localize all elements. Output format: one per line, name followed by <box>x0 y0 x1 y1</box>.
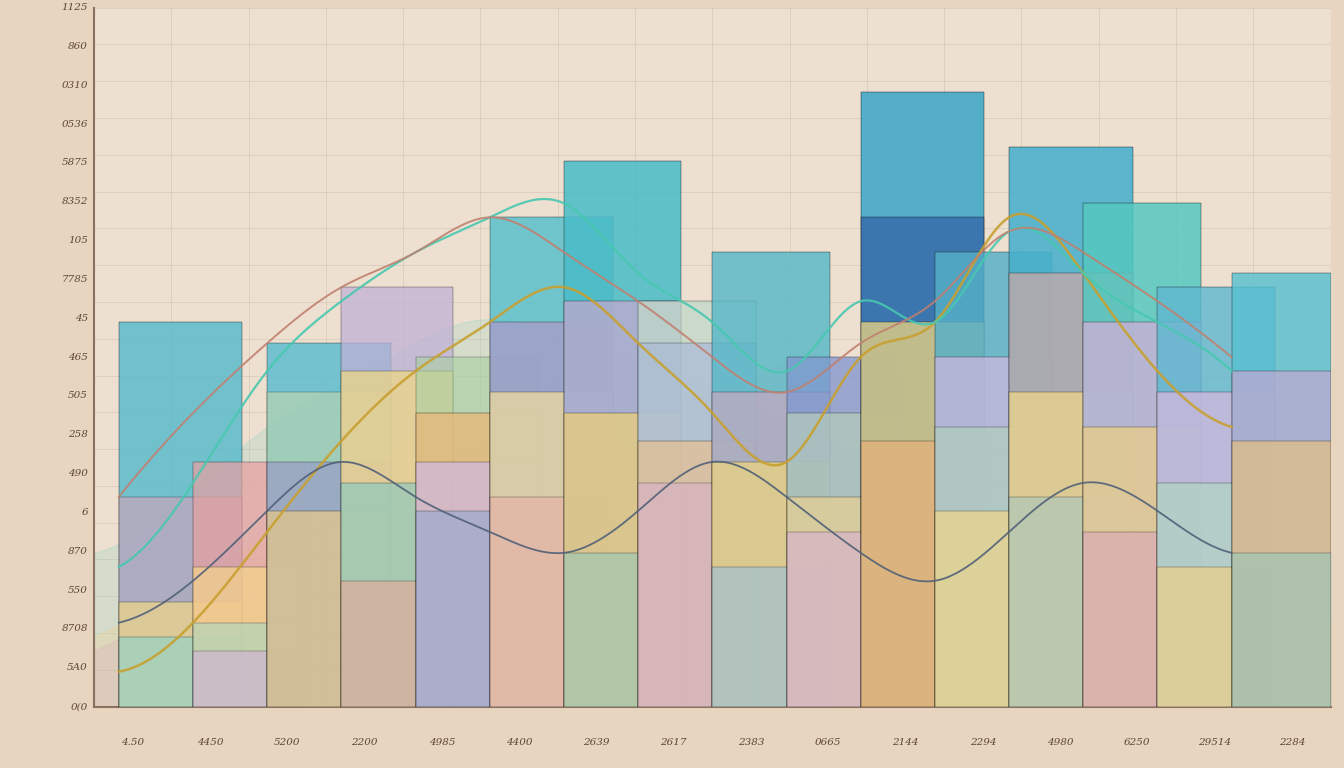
FancyBboxPatch shape <box>1009 147 1133 707</box>
FancyBboxPatch shape <box>712 252 829 707</box>
Text: 4400: 4400 <box>505 738 532 747</box>
Text: 4450: 4450 <box>196 738 223 747</box>
FancyBboxPatch shape <box>1231 371 1331 707</box>
FancyBboxPatch shape <box>786 357 898 707</box>
FancyBboxPatch shape <box>194 462 304 707</box>
Text: 258: 258 <box>69 430 87 439</box>
FancyBboxPatch shape <box>489 217 613 707</box>
Text: 2200: 2200 <box>351 738 378 747</box>
FancyBboxPatch shape <box>638 483 755 707</box>
Text: 2284: 2284 <box>1278 738 1305 747</box>
FancyBboxPatch shape <box>118 602 242 707</box>
FancyBboxPatch shape <box>935 357 1052 707</box>
FancyBboxPatch shape <box>935 511 1052 707</box>
FancyBboxPatch shape <box>341 371 453 707</box>
FancyBboxPatch shape <box>1231 273 1331 707</box>
Text: 0(0: 0(0 <box>71 702 87 711</box>
FancyBboxPatch shape <box>1009 392 1133 707</box>
FancyBboxPatch shape <box>1083 323 1200 707</box>
Text: 870: 870 <box>69 547 87 556</box>
FancyBboxPatch shape <box>860 91 984 707</box>
FancyBboxPatch shape <box>712 462 829 707</box>
FancyBboxPatch shape <box>1083 532 1200 707</box>
Text: 860: 860 <box>69 42 87 51</box>
FancyBboxPatch shape <box>638 343 755 707</box>
FancyBboxPatch shape <box>860 217 984 707</box>
FancyBboxPatch shape <box>118 323 242 707</box>
FancyBboxPatch shape <box>1157 287 1275 707</box>
FancyBboxPatch shape <box>267 462 391 707</box>
FancyBboxPatch shape <box>712 567 829 707</box>
FancyBboxPatch shape <box>415 413 539 707</box>
Text: 2639: 2639 <box>583 738 610 747</box>
FancyBboxPatch shape <box>638 441 755 707</box>
FancyBboxPatch shape <box>415 462 539 707</box>
FancyBboxPatch shape <box>1009 497 1133 707</box>
Text: 490: 490 <box>69 469 87 478</box>
FancyBboxPatch shape <box>1231 553 1331 707</box>
FancyBboxPatch shape <box>118 637 242 707</box>
Text: 45: 45 <box>75 314 87 323</box>
Text: 2617: 2617 <box>660 738 687 747</box>
FancyBboxPatch shape <box>935 252 1052 707</box>
FancyBboxPatch shape <box>267 511 391 707</box>
Text: 465: 465 <box>69 353 87 362</box>
FancyBboxPatch shape <box>1157 392 1275 707</box>
FancyBboxPatch shape <box>341 483 453 707</box>
FancyBboxPatch shape <box>1009 273 1133 707</box>
Text: 5875: 5875 <box>62 158 87 167</box>
Text: 0665: 0665 <box>814 738 841 747</box>
Text: 8352: 8352 <box>62 197 87 207</box>
FancyBboxPatch shape <box>194 623 304 707</box>
FancyBboxPatch shape <box>638 301 755 707</box>
Text: 4.50: 4.50 <box>121 738 144 747</box>
FancyBboxPatch shape <box>1083 204 1200 707</box>
FancyBboxPatch shape <box>1157 567 1275 707</box>
FancyBboxPatch shape <box>267 343 391 707</box>
FancyBboxPatch shape <box>860 441 984 707</box>
Text: 6250: 6250 <box>1124 738 1150 747</box>
FancyBboxPatch shape <box>194 567 304 707</box>
FancyBboxPatch shape <box>415 511 539 707</box>
FancyBboxPatch shape <box>341 287 453 707</box>
FancyBboxPatch shape <box>786 532 898 707</box>
Text: 0310: 0310 <box>62 81 87 90</box>
Text: 6: 6 <box>81 508 87 517</box>
Text: 1125: 1125 <box>62 3 87 12</box>
FancyBboxPatch shape <box>564 553 681 707</box>
FancyBboxPatch shape <box>489 392 613 707</box>
FancyBboxPatch shape <box>860 323 984 707</box>
Text: 8708: 8708 <box>62 624 87 634</box>
FancyBboxPatch shape <box>341 581 453 707</box>
Text: 7785: 7785 <box>62 275 87 284</box>
Text: 2294: 2294 <box>969 738 996 747</box>
Text: 5A0: 5A0 <box>67 664 87 672</box>
Text: 0536: 0536 <box>62 120 87 129</box>
FancyBboxPatch shape <box>489 497 613 707</box>
FancyBboxPatch shape <box>712 392 829 707</box>
Text: 550: 550 <box>69 585 87 594</box>
FancyBboxPatch shape <box>786 497 898 707</box>
Text: 4985: 4985 <box>429 738 456 747</box>
FancyBboxPatch shape <box>267 392 391 707</box>
FancyBboxPatch shape <box>194 650 304 707</box>
Text: 4980: 4980 <box>1047 738 1074 747</box>
FancyBboxPatch shape <box>786 413 898 707</box>
FancyBboxPatch shape <box>489 323 613 707</box>
Text: 505: 505 <box>69 392 87 400</box>
FancyBboxPatch shape <box>1231 441 1331 707</box>
FancyBboxPatch shape <box>564 413 681 707</box>
Text: 29514: 29514 <box>1198 738 1231 747</box>
FancyBboxPatch shape <box>935 427 1052 707</box>
Text: 2383: 2383 <box>738 738 765 747</box>
FancyBboxPatch shape <box>1083 427 1200 707</box>
FancyBboxPatch shape <box>118 497 242 707</box>
FancyBboxPatch shape <box>564 301 681 707</box>
FancyBboxPatch shape <box>564 161 681 707</box>
FancyBboxPatch shape <box>415 357 539 707</box>
Text: 5200: 5200 <box>274 738 301 747</box>
FancyBboxPatch shape <box>1157 483 1275 707</box>
Text: 105: 105 <box>69 236 87 245</box>
Text: 2144: 2144 <box>892 738 919 747</box>
